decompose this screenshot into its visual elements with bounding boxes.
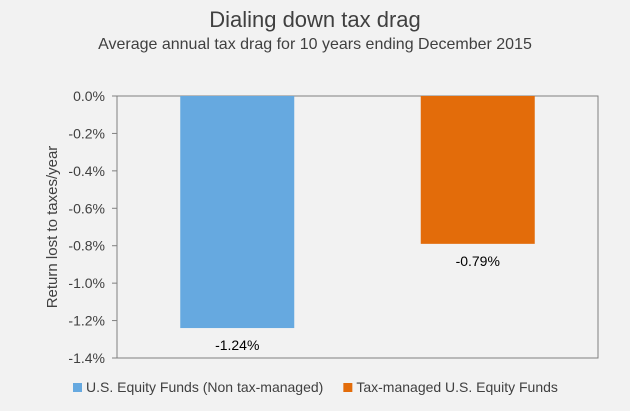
y-tick-label: -0.2% bbox=[68, 125, 105, 141]
y-tick-label: 0.0% bbox=[73, 88, 105, 104]
legend-label-1: U.S. Equity Funds (Non tax-managed) bbox=[86, 379, 323, 395]
bar-1 bbox=[180, 96, 295, 329]
data-label-2: -0.79% bbox=[456, 253, 500, 269]
chart-title: Dialing down tax drag bbox=[209, 7, 421, 32]
bar-2 bbox=[420, 96, 535, 244]
y-tick-label: -0.8% bbox=[68, 238, 105, 254]
y-tick-label: -0.4% bbox=[68, 163, 105, 179]
plot-frame bbox=[116, 95, 599, 359]
data-label-1: -1.24% bbox=[215, 337, 259, 353]
legend-item-1: U.S. Equity Funds (Non tax-managed) bbox=[73, 379, 323, 395]
y-tick-label: -1.4% bbox=[68, 350, 105, 366]
legend-swatch-1 bbox=[73, 383, 82, 392]
legend: U.S. Equity Funds (Non tax-managed) Tax-m… bbox=[73, 379, 558, 395]
y-axis-label: Return lost to taxes/year bbox=[44, 146, 61, 309]
y-tick-label: -1.2% bbox=[68, 313, 105, 329]
plot-area: 0.0% -0.2% -0.4% -0.6% -0.8% -1.0% -1.2% -1.4% -… bbox=[68, 88, 599, 366]
legend-item-2: Tax-managed U.S. Equity Funds bbox=[343, 379, 558, 395]
legend-label-2: Tax-managed U.S. Equity Funds bbox=[356, 379, 558, 395]
legend-swatch-2 bbox=[343, 383, 353, 392]
y-tick-label: -1.0% bbox=[68, 275, 105, 291]
y-tick-label: -0.6% bbox=[68, 200, 105, 216]
chart-subtitle: Average annual tax drag for 10 years end… bbox=[98, 36, 532, 53]
